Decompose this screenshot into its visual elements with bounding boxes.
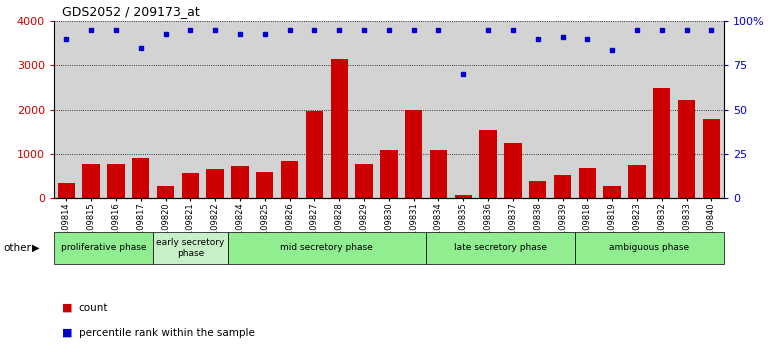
Bar [504, 143, 521, 198]
Bar [256, 172, 273, 198]
Bar [206, 170, 224, 198]
Bar [157, 186, 174, 198]
Bar [430, 150, 447, 198]
Text: count: count [79, 303, 108, 313]
Bar [529, 181, 547, 198]
Bar [330, 59, 348, 198]
Text: late secretory phase: late secretory phase [454, 243, 547, 252]
Bar [54, 232, 153, 264]
Bar [82, 164, 100, 198]
Bar [355, 164, 373, 198]
Text: GDS2052 / 209173_at: GDS2052 / 209173_at [62, 5, 199, 18]
Bar [480, 130, 497, 198]
Text: ▶: ▶ [32, 243, 40, 253]
Bar [604, 186, 621, 198]
Text: ■: ■ [62, 303, 72, 313]
Text: ■: ■ [62, 328, 72, 338]
Bar [678, 99, 695, 198]
Text: other: other [4, 243, 32, 253]
Text: ambiguous phase: ambiguous phase [609, 243, 689, 252]
Text: early secretory
phase: early secretory phase [156, 238, 225, 257]
Bar [405, 110, 422, 198]
Bar [579, 168, 596, 198]
Bar [132, 159, 149, 198]
Bar [231, 166, 249, 198]
Bar [575, 232, 724, 264]
Bar [628, 165, 645, 198]
Text: proliferative phase: proliferative phase [61, 243, 146, 252]
Bar [554, 175, 571, 198]
Bar [107, 164, 125, 198]
Bar [281, 161, 298, 198]
Bar [426, 232, 575, 264]
Text: mid secretory phase: mid secretory phase [280, 243, 373, 252]
Bar [58, 183, 75, 198]
Bar [153, 232, 228, 264]
Bar [306, 110, 323, 198]
Bar [653, 88, 671, 198]
Bar [228, 232, 426, 264]
Bar [454, 195, 472, 198]
Bar [182, 173, 199, 198]
Text: percentile rank within the sample: percentile rank within the sample [79, 328, 254, 338]
Bar [380, 150, 397, 198]
Bar [703, 119, 720, 198]
